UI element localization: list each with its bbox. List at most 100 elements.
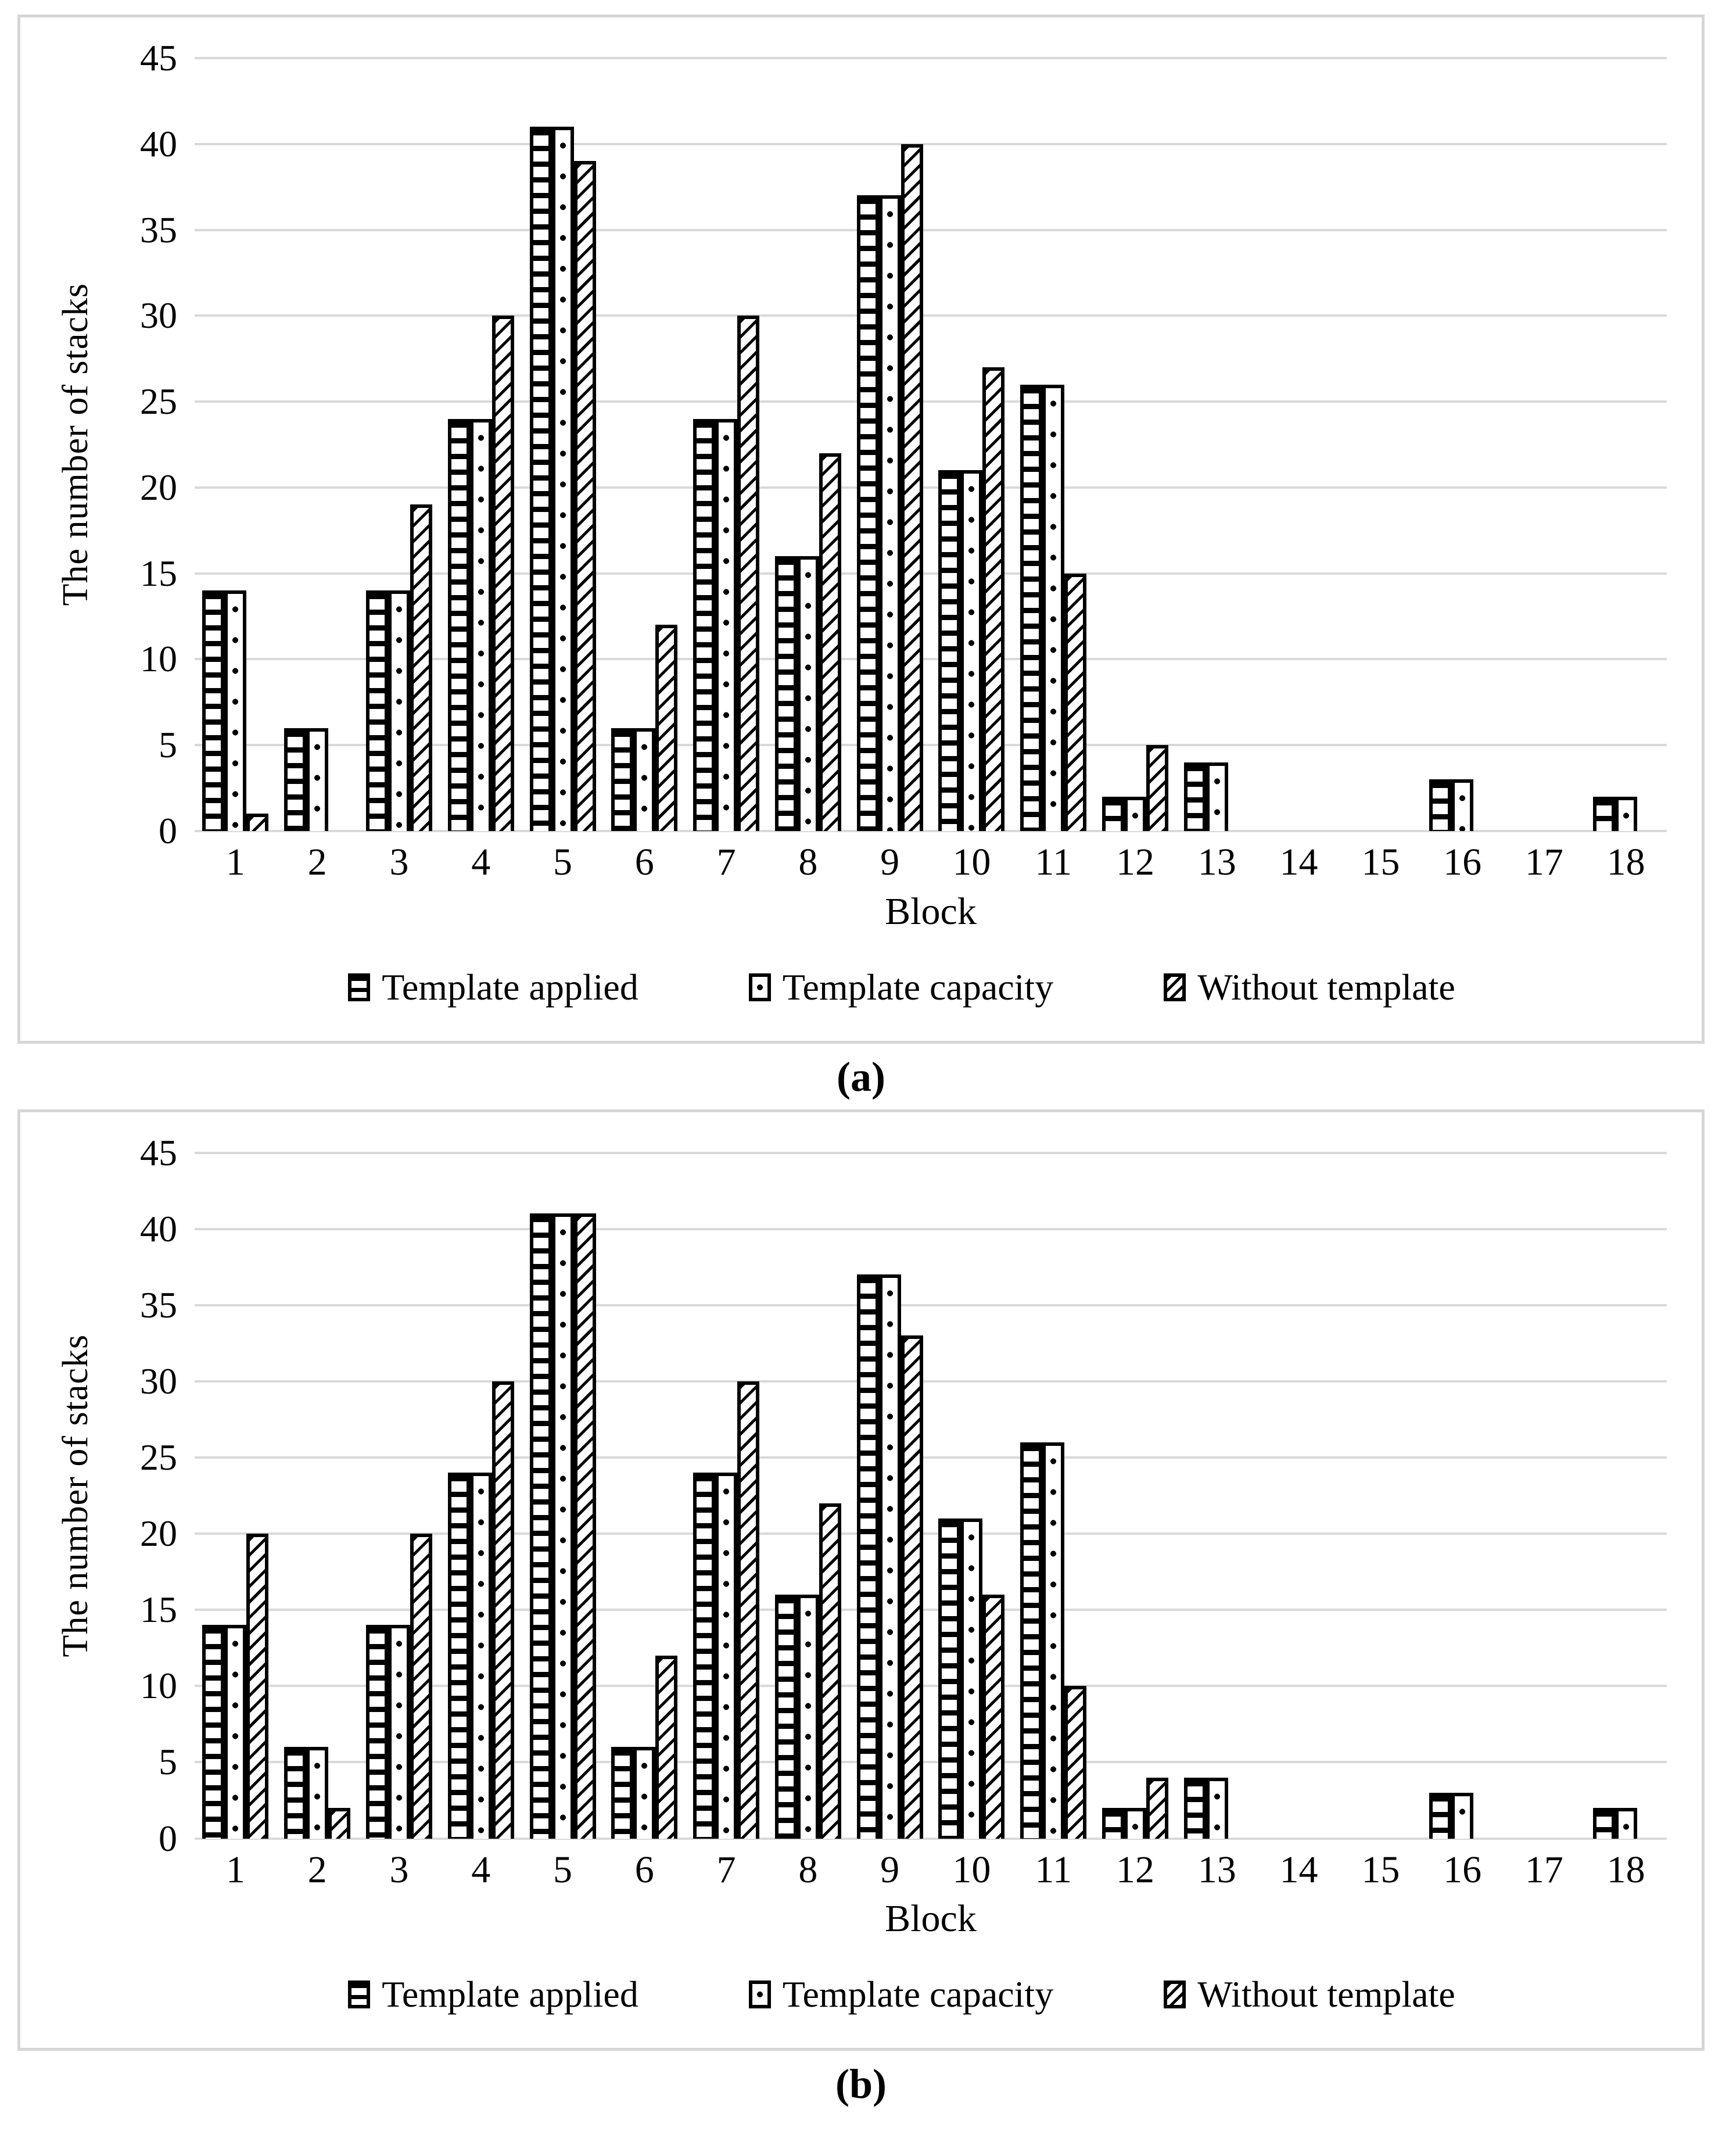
gridline [195,142,1667,145]
bar-group-block-10 [931,58,1013,831]
bar-group-block-2 [277,1153,358,1839]
bar-applied-block-4 [447,1473,470,1839]
bar-applied-block-2 [284,728,307,831]
x-tick-label: 17 [1524,1848,1563,1891]
y-tick-label: 0 [159,1817,177,1859]
bar-group-block-14 [1258,58,1340,831]
legend: Template applied Template capacity Without… [137,966,1667,1009]
bar-capacity-block-18 [1615,1808,1637,1839]
bar-without-block-10 [982,367,1005,831]
panel-b-caption: (b) [835,2061,887,2108]
bar-applied-block-5 [529,1213,552,1839]
bar-group-block-13 [1176,58,1258,831]
bar-capacity-block-2 [306,1747,329,1839]
bar-without-block-6 [655,625,678,831]
legend-item-capacity: Template capacity [748,966,1053,1009]
gridline [195,1456,1667,1459]
bar-without-block-4 [492,1381,514,1839]
x-tick-label: 7 [716,841,736,883]
bar-applied-block-9 [856,195,879,831]
x-tick-label: 3 [389,1848,409,1891]
bar-capacity-block-7 [715,1473,738,1839]
bar-without-block-5 [573,1213,596,1839]
bar-capacity-block-13 [1206,762,1228,831]
y-tick-label: 25 [140,1437,177,1478]
gridline [195,830,1667,832]
bar-capacity-block-9 [878,1274,901,1839]
bar-applied-block-10 [938,470,961,831]
gridline [195,1151,1667,1154]
bar-without-block-2 [328,1808,351,1839]
legend-marker-applied-icon [348,1980,371,2009]
legend-label: Template capacity [782,1974,1054,2015]
bar-capacity-block-18 [1615,796,1637,831]
bar-group-block-3 [358,1153,440,1839]
bar-group-block-7 [686,58,767,831]
bar-without-block-3 [410,1534,432,1839]
bar-group-block-3 [358,58,440,831]
bar-without-block-8 [819,453,841,831]
bar-applied-block-16 [1429,779,1452,831]
gridline [195,400,1667,403]
gridline [195,1837,1667,1840]
bar-without-block-6 [655,1655,678,1839]
bar-group-block-15 [1340,1153,1422,1839]
y-tick-label: 10 [140,1665,177,1707]
x-tick-label: 8 [798,1848,818,1891]
x-tick-label: 18 [1606,1848,1645,1891]
bar-applied-block-8 [774,1595,797,1839]
x-tick-label: 16 [1443,1848,1482,1891]
bar-applied-block-18 [1592,1808,1615,1839]
bar-group-block-11 [1013,58,1095,831]
x-tick-label: 16 [1443,841,1482,883]
x-tick-label: 14 [1279,841,1318,883]
bar-capacity-block-11 [1042,1442,1065,1839]
bar-group-block-5 [522,1153,604,1839]
bar-group-block-18 [1585,58,1667,831]
bar-without-block-1 [246,814,269,831]
gridline [195,1380,1667,1383]
plot-area [195,1151,1667,1840]
x-tick-label: 11 [1035,1848,1072,1891]
gridline [195,228,1667,231]
bar-capacity-block-5 [551,1213,574,1839]
legend-item-applied: Template applied [348,966,638,1009]
bar-without-block-9 [901,144,923,831]
bar-group-block-6 [604,58,686,831]
bar-group-block-11 [1013,1153,1095,1839]
bar-without-block-12 [1146,745,1168,831]
bar-capacity-block-6 [633,1747,656,1839]
y-tick-label: 30 [140,1360,177,1402]
bar-group-block-9 [849,58,931,831]
x-tick-label: 13 [1197,841,1236,883]
gridline [195,658,1667,661]
legend-item-without: Without template [1164,966,1455,1009]
bar-applied-block-12 [1102,796,1124,831]
bar-applied-block-18 [1592,796,1615,831]
bar-applied-block-7 [693,418,716,831]
bar-group-block-9 [849,1153,931,1839]
bar-capacity-block-3 [388,1625,410,1839]
bar-capacity-block-8 [797,1595,819,1839]
bar-capacity-block-1 [224,1625,247,1839]
bar-without-block-5 [573,161,596,831]
gridline [195,1227,1667,1230]
legend-item-without: Without template [1164,1973,1455,2016]
y-tick-label: 30 [140,295,177,336]
bar-applied-block-1 [202,590,225,831]
bar-group-block-4 [440,1153,522,1839]
bar-applied-block-6 [611,728,634,831]
y-tick-label: 5 [159,1741,177,1783]
gridline [195,1303,1667,1306]
bar-capacity-block-6 [633,728,656,831]
bar-group-block-4 [440,58,522,831]
gridline [195,744,1667,747]
bar-without-block-7 [737,1381,760,1839]
x-tick-label: 1 [225,1848,245,1891]
legend-label: Without template [1197,966,1455,1008]
x-tick-label: 10 [952,1848,991,1891]
bar-capacity-block-4 [469,418,492,831]
bar-capacity-block-1 [224,590,247,831]
bars-row [195,1153,1667,1839]
